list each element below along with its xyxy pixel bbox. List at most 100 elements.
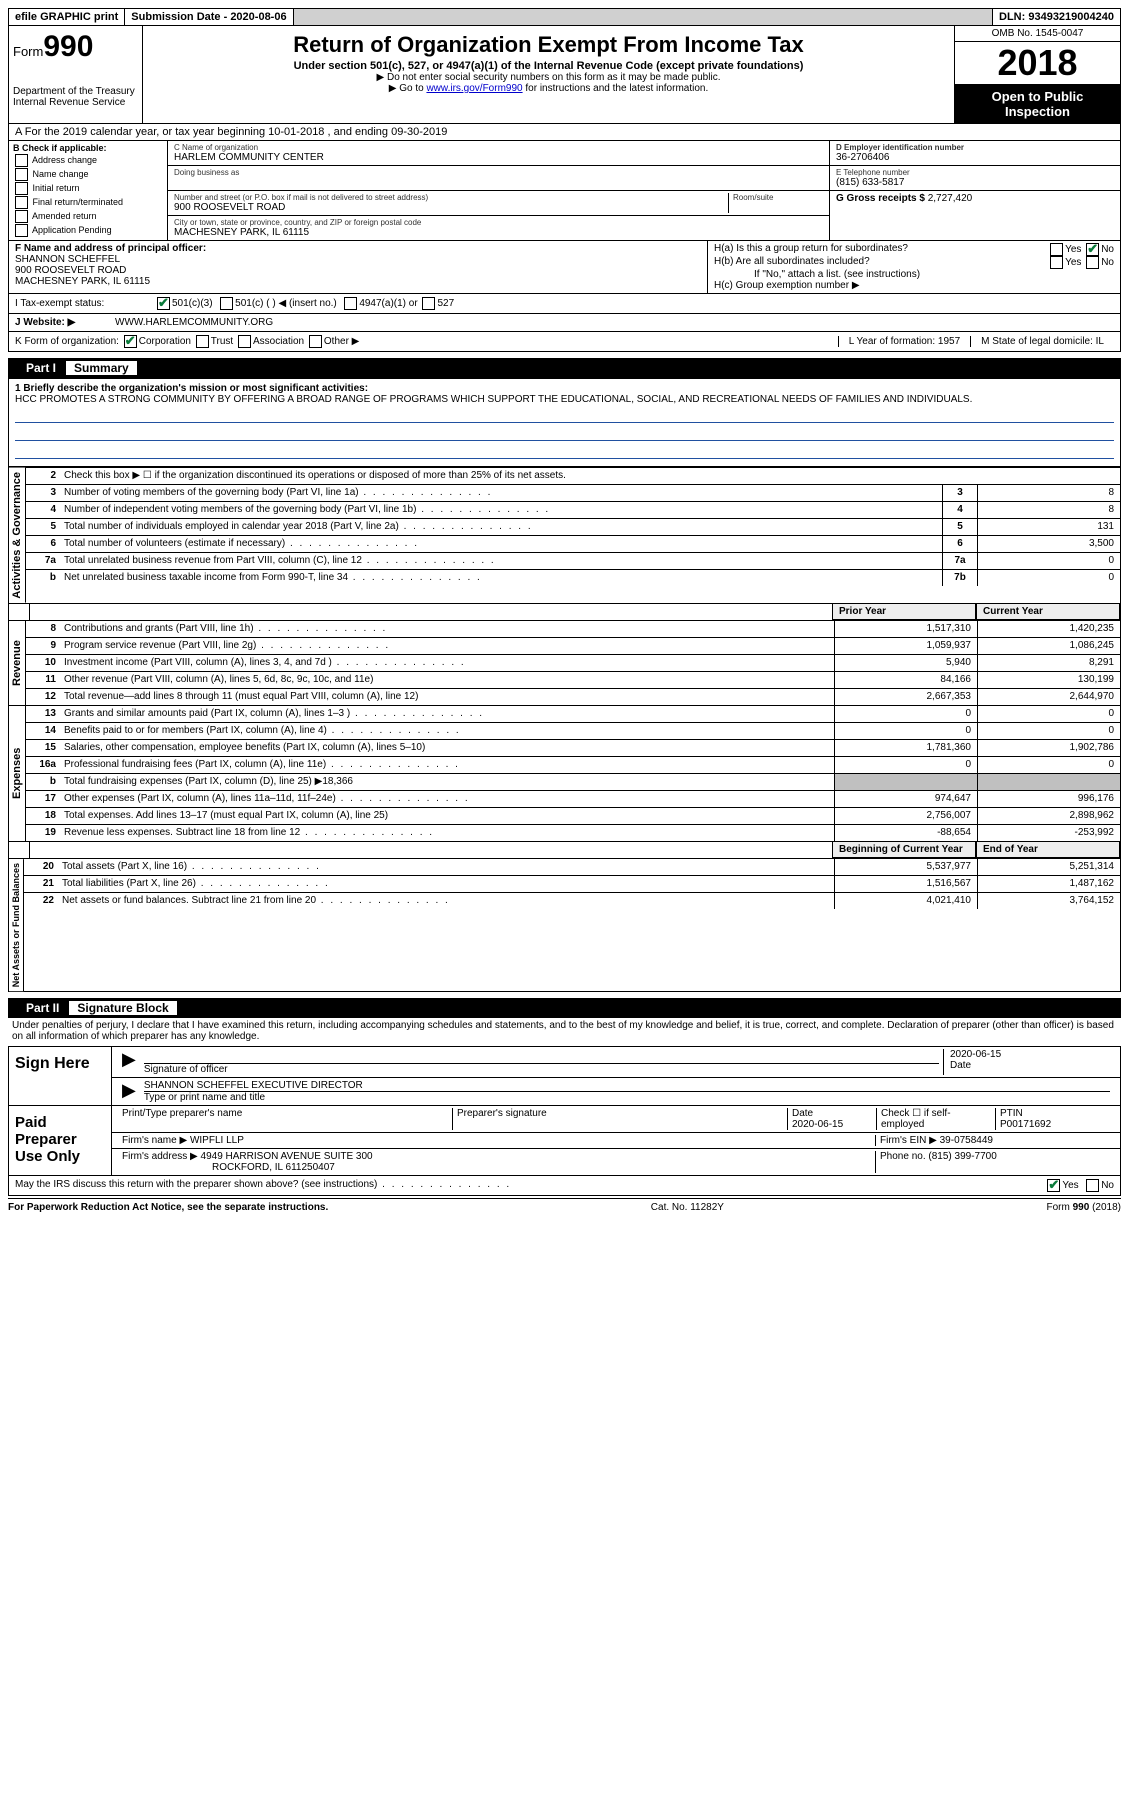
vtab-expenses: Expenses (9, 706, 26, 841)
line-3: Number of voting members of the governin… (60, 485, 942, 501)
officer-h-row: F Name and address of principal officer:… (8, 241, 1121, 294)
perjury-declaration: Under penalties of perjury, I declare th… (8, 1018, 1121, 1044)
line-15: Salaries, other compensation, employee b… (60, 740, 834, 756)
website-row: J Website: ▶ WWW.HARLEMCOMMUNITY.ORG (8, 314, 1121, 332)
year-formation: L Year of formation: 1957 (838, 336, 970, 347)
footer-right: Form 990 (2018) (1047, 1202, 1121, 1213)
chk-final-return[interactable]: Final return/terminated (13, 196, 163, 209)
chk-address-change[interactable]: Address change (13, 154, 163, 167)
officer-printed-name: SHANNON SCHEFFEL EXECUTIVE DIRECTOR (144, 1080, 1110, 1092)
part-1-header: Part I Summary (8, 358, 1121, 378)
phone-value: (815) 633-5817 (836, 177, 1114, 188)
line-16b: Total fundraising expenses (Part IX, col… (60, 774, 834, 790)
vtab-net-assets: Net Assets or Fund Balances (9, 859, 24, 991)
footer-mid: Cat. No. 11282Y (651, 1202, 724, 1213)
chk-application-pending[interactable]: Application Pending (13, 224, 163, 237)
irs-link[interactable]: www.irs.gov/Form990 (426, 83, 522, 94)
chk-initial-return[interactable]: Initial return (13, 182, 163, 195)
officer-name: SHANNON SCHEFFEL (15, 254, 701, 265)
header-left: Form990 Department of the Treasury Inter… (9, 26, 143, 123)
col-beginning: Beginning of Current Year (832, 842, 976, 858)
mission-block: 1 Briefly describe the organization's mi… (8, 378, 1121, 467)
omb-number: OMB No. 1545-0047 (955, 26, 1120, 42)
box-d-e-g: D Employer identification number 36-2706… (829, 141, 1120, 240)
header-right: OMB No. 1545-0047 2018 Open to Public In… (954, 26, 1120, 123)
prior-current-header: Prior YearCurrent Year (8, 604, 1121, 621)
box-h: H(a) Is this a group return for subordin… (708, 241, 1120, 293)
box-c: C Name of organization HARLEM COMMUNITY … (168, 141, 829, 240)
gross-receipts: G Gross receipts $ 2,727,420 (830, 191, 1120, 206)
line-9: Program service revenue (Part VIII, line… (60, 638, 834, 654)
box-f: F Name and address of principal officer:… (9, 241, 708, 293)
part-2-header: Part II Signature Block (8, 998, 1121, 1018)
city-state-zip: MACHESNEY PARK, IL 61115 (174, 227, 823, 238)
discuss-row: May the IRS discuss this return with the… (8, 1176, 1121, 1196)
top-bar: efile GRAPHIC print Submission Date - 20… (8, 8, 1121, 26)
net-assets-section: Net Assets or Fund Balances 20Total asse… (8, 859, 1121, 992)
box-b: B Check if applicable: Address change Na… (9, 141, 168, 240)
h-a-no-checked[interactable] (1086, 243, 1099, 256)
state-domicile: M State of legal domicile: IL (970, 336, 1114, 347)
street-address: 900 ROOSEVELT ROAD (174, 202, 728, 213)
mission-label: 1 Briefly describe the organization's mi… (15, 383, 368, 394)
subtitle-2: ▶ Do not enter social security numbers o… (153, 72, 944, 83)
h-c-label: H(c) Group exemption number ▶ (714, 280, 1114, 291)
entity-info-grid: B Check if applicable: Address change Na… (8, 141, 1121, 241)
line-20: Total assets (Part X, line 16) (58, 859, 834, 875)
firm-addr1: 4949 HARRISON AVENUE SUITE 300 (201, 1151, 373, 1162)
tax-year: 2018 (955, 42, 1120, 85)
sign-here-label: Sign Here (9, 1047, 112, 1105)
self-employed-check[interactable]: Check ☐ if self-employed (881, 1108, 951, 1130)
line-8: Contributions and grants (Part VIII, lin… (60, 621, 834, 637)
line-4: Number of independent voting members of … (60, 502, 942, 518)
h-b-note: If "No," attach a list. (see instruction… (714, 269, 1114, 280)
mission-text: HCC PROMOTES A STRONG COMMUNITY BY OFFER… (15, 394, 972, 405)
tax-exempt-row: I Tax-exempt status: 501(c)(3) 501(c) ( … (8, 294, 1121, 314)
expenses-section: Expenses 13Grants and similar amounts pa… (8, 706, 1121, 842)
efile-label[interactable]: efile GRAPHIC print (9, 9, 125, 25)
chk-501c3[interactable] (157, 297, 170, 310)
line-17: Other expenses (Part IX, column (A), lin… (60, 791, 834, 807)
ein-value: 36-2706406 (836, 152, 1114, 163)
revenue-section: Revenue 8Contributions and grants (Part … (8, 621, 1121, 706)
col-end: End of Year (976, 842, 1120, 858)
chk-name-change[interactable]: Name change (13, 168, 163, 181)
dept-treasury: Department of the Treasury Internal Reve… (13, 86, 138, 108)
firm-addr2: ROCKFORD, IL 611250407 (122, 1162, 335, 1173)
phone-cell: E Telephone number (815) 633-5817 (830, 166, 1120, 191)
discuss-yes[interactable] (1047, 1179, 1060, 1192)
paid-preparer-label: Paid Preparer Use Only (9, 1106, 112, 1175)
row-a-tax-year: A For the 2019 calendar year, or tax yea… (8, 124, 1121, 141)
chk-corporation[interactable] (124, 335, 137, 348)
h-b-label: H(b) Are all subordinates included? (714, 256, 870, 269)
officer-addr2: MACHESNEY PARK, IL 61115 (15, 276, 701, 287)
line-11: Other revenue (Part VIII, column (A), li… (60, 672, 834, 688)
dba-cell: Doing business as (168, 166, 829, 191)
footer-left: For Paperwork Reduction Act Notice, see … (8, 1202, 328, 1213)
line-7b: Net unrelated business taxable income fr… (60, 570, 942, 586)
line-5: Total number of individuals employed in … (60, 519, 942, 535)
vtab-governance: Activities & Governance (9, 468, 26, 603)
officer-addr1: 900 ROOSEVELT ROAD (15, 265, 701, 276)
line-21: Total liabilities (Part X, line 26) (58, 876, 834, 892)
col-prior-year: Prior Year (832, 604, 976, 620)
box-b-label: B Check if applicable: (13, 143, 107, 153)
firm-phone: (815) 399-7700 (928, 1151, 996, 1162)
form-header: Form990 Department of the Treasury Inter… (8, 26, 1121, 124)
col-current-year: Current Year (976, 604, 1120, 620)
line-2: Check this box ▶ ☐ if the organization d… (60, 468, 1120, 484)
subtitle-1: Under section 501(c), 527, or 4947(a)(1)… (153, 60, 944, 72)
website-value: WWW.HARLEMCOMMUNITY.ORG (115, 317, 273, 328)
firm-ein: 39-0758449 (940, 1135, 993, 1146)
beg-end-header: Beginning of Current YearEnd of Year (8, 842, 1121, 859)
signature-block: Sign Here ▶ Signature of officer 2020-06… (8, 1046, 1121, 1176)
k-l-m-row: K Form of organization: Corporation Trus… (8, 332, 1121, 352)
line-12: Total revenue—add lines 8 through 11 (mu… (60, 689, 834, 705)
line-22: Net assets or fund balances. Subtract li… (58, 893, 834, 909)
line-18: Total expenses. Add lines 13–17 (must eq… (60, 808, 834, 824)
h-a-label: H(a) Is this a group return for subordin… (714, 243, 908, 256)
chk-amended[interactable]: Amended return (13, 210, 163, 223)
line-14: Benefits paid to or for members (Part IX… (60, 723, 834, 739)
sig-officer-label: Signature of officer (144, 1064, 939, 1075)
line-6: Total number of volunteers (estimate if … (60, 536, 942, 552)
